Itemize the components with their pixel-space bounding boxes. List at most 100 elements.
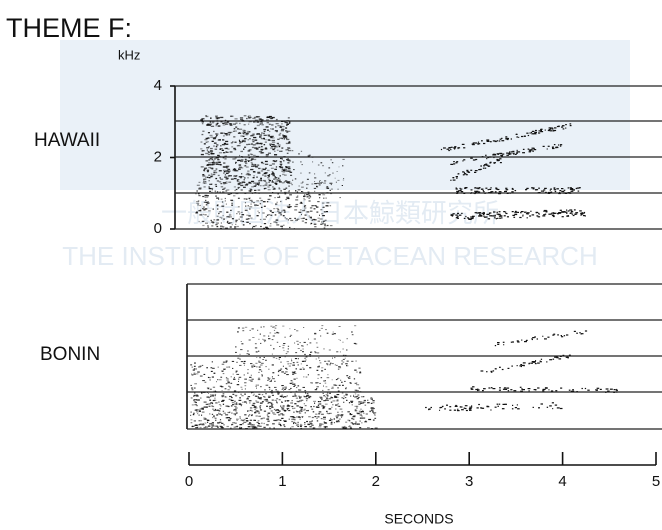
spectrogram-speck [216, 117, 220, 119]
spectrogram-speck [522, 362, 526, 364]
spectrogram-speck [229, 222, 233, 224]
spectrogram-speck [227, 131, 231, 134]
spectrogram-speck [244, 378, 247, 380]
spectrogram-speck [272, 326, 276, 328]
spectrogram-speck [518, 136, 520, 138]
spectrogram-speck [253, 154, 256, 157]
spectrogram-speck [263, 399, 266, 401]
spectrogram-speck [291, 358, 292, 360]
spectrogram-speck [284, 174, 287, 176]
spectrogram-speck [207, 137, 210, 139]
spectrogram-speck [281, 417, 284, 419]
spectrogram-speck [256, 200, 260, 202]
spectrogram-speck [251, 201, 253, 203]
spectrogram-speck [359, 391, 362, 393]
spectrogram-speck [313, 405, 315, 408]
spectrogram-speck [304, 214, 307, 216]
spectrogram-speck [235, 402, 238, 404]
spectrogram-speck [278, 423, 281, 425]
spectrogram-speck [315, 205, 317, 207]
spectrogram-speck [358, 396, 360, 399]
spectrogram-speck [217, 379, 219, 381]
spectrogram-speck [322, 206, 325, 208]
spectrogram-speck [274, 160, 277, 163]
spectrogram-speck [203, 201, 207, 203]
spectrogram-speck [230, 399, 234, 402]
spectrogram-speck [566, 334, 569, 336]
spectrogram-speck [328, 174, 331, 176]
spectrogram-speck [325, 386, 328, 388]
spectrogram-speck [222, 188, 224, 190]
spectrogram-speck [531, 214, 535, 216]
spectrogram-speck [248, 117, 251, 119]
spectrogram-speck [270, 410, 273, 412]
spectrogram-speck [205, 141, 208, 143]
spectrogram-speck [190, 364, 193, 366]
spectrogram-speck [549, 405, 552, 407]
spectrogram-speck [281, 128, 285, 130]
spectrogram-speck [231, 397, 233, 399]
spectrogram-speck [528, 151, 531, 153]
spectrogram-speck [315, 406, 318, 408]
spectrogram-speck [331, 379, 333, 381]
spectrogram-speck [311, 424, 314, 426]
spectrogram-speck [216, 215, 219, 217]
spectrogram-speck [322, 418, 326, 420]
spectrogram-speck [353, 395, 355, 397]
spectrogram-speck [228, 366, 231, 368]
spectrogram-speck [275, 160, 278, 162]
spectrogram-speck [231, 202, 233, 204]
spectrogram-speck [276, 419, 278, 421]
spectrogram-speck [453, 161, 455, 163]
spectrogram-speck [352, 418, 355, 420]
spectrogram-speck [355, 410, 358, 412]
spectrogram-speck [241, 388, 243, 390]
spectrogram-speck [267, 198, 271, 200]
spectrogram-speck [299, 425, 302, 427]
spectrogram-speck [230, 427, 232, 429]
spectrogram-speck [246, 117, 248, 120]
spectrogram-speck [224, 176, 228, 178]
spectrogram-speck [233, 147, 236, 150]
spectrogram-speck [206, 406, 208, 408]
spectrogram-speck [500, 154, 504, 156]
spectrogram-speck [248, 422, 252, 424]
spectrogram-speck [202, 130, 205, 132]
spectrogram-speck [247, 160, 251, 162]
spectrogram-speck [217, 125, 221, 127]
spectrogram-speck [334, 357, 336, 359]
spectrogram-speck [238, 132, 241, 134]
spectrogram-speck [254, 427, 258, 429]
spectrogram-speck [281, 125, 285, 128]
spectrogram-speck [255, 351, 258, 353]
spectrogram-speck [283, 188, 286, 190]
spectrogram-speck [333, 418, 335, 420]
spectrogram-speck [565, 124, 567, 126]
spectrogram-speck [326, 224, 329, 227]
spectrogram-speck [212, 386, 216, 388]
spectrogram-speck [309, 426, 312, 428]
spectrogram-speck [346, 375, 349, 377]
spectrogram-speck [531, 361, 534, 363]
spectrogram-speck [569, 187, 572, 189]
spectrogram-speck [249, 223, 251, 225]
spectrogram-speck [238, 376, 242, 378]
spectrogram-speck [252, 117, 256, 120]
spectrogram-speck [327, 389, 330, 391]
spectrogram-speck [235, 371, 237, 373]
spectrogram-speck [313, 338, 316, 340]
spectrogram-speck [528, 149, 531, 151]
spectrogram-speck [516, 151, 518, 153]
spectrogram-speck [211, 156, 213, 159]
spectrogram-speck [552, 334, 555, 336]
spectrogram-speck [266, 418, 270, 420]
spectrogram-speck [219, 216, 222, 219]
spectrogram-speck [556, 407, 560, 409]
spectrogram-speck [305, 392, 306, 394]
spectrogram-speck [258, 180, 260, 182]
spectrogram-speck [319, 360, 321, 362]
spectrogram-speck [230, 142, 233, 144]
spectrogram-speck [213, 145, 216, 147]
spectrogram-speck [506, 216, 509, 218]
spectrogram-speck [287, 142, 291, 144]
